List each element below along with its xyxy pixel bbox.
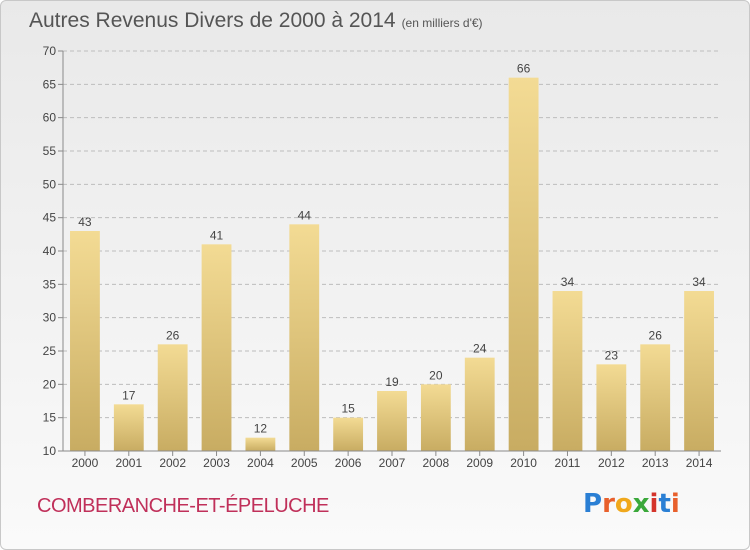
x-tick-label-2010: 2010 [510, 456, 537, 470]
bar-2008 [420, 384, 451, 451]
x-tick-label-2014: 2014 [686, 456, 713, 470]
place-name: COMBERANCHE-ET-ÉPELUCHE [37, 495, 329, 517]
x-tick-label-2013: 2013 [642, 456, 669, 470]
data-label-2003: 41 [210, 228, 224, 242]
x-tick-label-2009: 2009 [466, 456, 493, 470]
data-label-2005: 44 [298, 208, 312, 222]
data-label-2012: 23 [605, 348, 619, 362]
y-tick-label: 60 [43, 111, 57, 125]
data-labels: 43 17 26 41 12 44 15 19 20 24 66 34 23 26 34 [78, 62, 706, 436]
y-tick-label: 45 [43, 211, 57, 225]
bar-2004 [245, 437, 276, 451]
data-label-2014: 34 [692, 275, 706, 289]
data-label-2011: 34 [561, 275, 575, 289]
bar-2010 [508, 77, 539, 452]
y-tick-label: 50 [43, 177, 57, 191]
proxiti-logo[interactable]: Proxiti [583, 489, 680, 519]
x-tick-label-2006: 2006 [335, 456, 362, 470]
data-label-2008: 20 [429, 368, 443, 382]
y-tick-label: 65 [43, 77, 57, 91]
data-label-2009: 24 [473, 342, 487, 356]
x-tick-label-2008: 2008 [423, 456, 450, 470]
data-label-2010: 66 [517, 62, 531, 76]
title-text: Autres Revenus Divers de 2000 à 2014 [29, 9, 396, 32]
bars [70, 77, 714, 452]
chart-title: Autres Revenus Divers de 2000 à 2014 (en … [29, 9, 483, 33]
bar-2009 [464, 357, 495, 451]
x-tick-label-2007: 2007 [379, 456, 406, 470]
x-tick-label-2001: 2001 [115, 456, 142, 470]
axes [62, 51, 721, 452]
data-label-2000: 43 [78, 215, 92, 229]
x-tick-label-2002: 2002 [159, 456, 186, 470]
logo-letter: t [658, 489, 671, 519]
y-tick-label: 20 [43, 377, 57, 391]
data-label-2006: 15 [341, 402, 355, 416]
x-tick-label-2003: 2003 [203, 456, 230, 470]
x-tick-label-2011: 2011 [555, 456, 581, 470]
bar-2014 [684, 291, 714, 451]
bar-2001 [113, 404, 144, 451]
data-label-2004: 12 [254, 422, 268, 436]
x-tick-label-2004: 2004 [247, 456, 274, 470]
x-tick-label-2012: 2012 [598, 456, 625, 470]
y-tick-label: 40 [43, 244, 57, 258]
bar-2006 [333, 417, 364, 451]
bar-2007 [377, 391, 407, 451]
y-tick-label: 55 [43, 144, 57, 158]
unit-label: (en milliers d'€) [401, 16, 483, 30]
bar-2012 [596, 364, 627, 451]
bar-2013 [640, 344, 671, 451]
data-label-2007: 19 [385, 375, 399, 389]
logo-letter: i [670, 489, 680, 519]
bar-2002 [157, 344, 188, 451]
bar-2005 [289, 224, 320, 451]
y-tick-label: 15 [43, 411, 57, 425]
logo-letter: x [632, 489, 650, 519]
y-tick-label: 70 [43, 44, 57, 58]
data-label-2013: 26 [649, 328, 663, 342]
logo-letter: i [649, 489, 659, 519]
y-tick-label: 10 [43, 444, 57, 458]
y-tick-label: 25 [43, 344, 57, 358]
y-tick-label: 35 [43, 277, 57, 291]
bar-2003 [201, 244, 232, 451]
bar-2011 [552, 291, 583, 451]
x-tick-label-2005: 2005 [291, 456, 318, 470]
logo-letter: P [583, 489, 603, 519]
data-label-2002: 26 [166, 328, 180, 342]
data-label-2001: 17 [122, 388, 136, 402]
x-tick-label-2000: 2000 [72, 456, 99, 470]
y-axis-ticks: 10 15 20 25 30 35 40 45 50 55 60 65 70 [43, 44, 63, 458]
x-axis-ticks: 2000 2001 2002 2003 2004 2005 2006 2007 2008 2009… [72, 451, 713, 470]
y-tick-label: 30 [43, 311, 57, 325]
logo-letter: o [614, 489, 633, 519]
bar-2000 [70, 231, 100, 451]
logo-letter: r [602, 489, 615, 519]
